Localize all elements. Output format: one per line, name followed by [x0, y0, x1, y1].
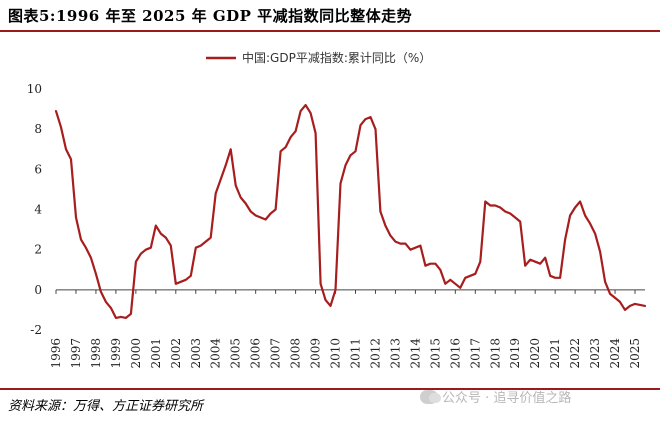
legend-label: 中国:GDP平减指数:累计同比（%）	[242, 50, 431, 65]
x-tick-label: 2002	[169, 338, 183, 369]
source-note: 资料来源：万得、方正证券研究所	[8, 399, 204, 414]
x-tick-label: 2022	[568, 338, 582, 369]
y-axis-ticks: -2 0 2 4 6 8 10	[27, 82, 43, 337]
x-tick-label: 2010	[329, 338, 343, 369]
y-tick-label: 2	[34, 243, 42, 257]
x-tick-label: 2014	[408, 338, 422, 369]
x-tick-label: 2020	[528, 338, 542, 369]
y-tick-label: 4	[34, 203, 42, 217]
x-tick-label: 2015	[428, 338, 442, 369]
x-tick-label: 2016	[448, 338, 462, 369]
x-tick-label: 2004	[209, 338, 223, 369]
x-tick-label: 2007	[269, 338, 283, 369]
series-group	[54, 104, 647, 319]
y-tick-label: -2	[30, 323, 42, 337]
x-tick-label: 1999	[109, 338, 123, 369]
y-tick-label: 6	[34, 162, 42, 176]
series-line	[54, 104, 647, 319]
x-tick-label: 2003	[189, 338, 203, 369]
x-tick-label: 2018	[488, 338, 502, 369]
x-tick-label: 2011	[348, 338, 362, 369]
x-tick-label: 2019	[508, 338, 522, 369]
x-tick-label: 2024	[608, 338, 622, 369]
x-tick-label: 2009	[309, 338, 323, 369]
x-tick-label: 2023	[588, 338, 602, 369]
x-tick-label: 2001	[149, 338, 163, 369]
figure-title: 图表5:1996 年至 2025 年 GDP 平减指数同比整体走势	[8, 7, 413, 25]
watermark: 公众号 · 追寻价值之路	[420, 387, 571, 406]
x-tick-label: 2006	[249, 338, 263, 369]
y-tick-label: 10	[27, 82, 42, 96]
x-tick-label: 2013	[388, 338, 402, 369]
x-tick-label: 2005	[229, 338, 243, 369]
x-tick-label: 2008	[289, 338, 303, 369]
x-tick-label: 1997	[69, 338, 83, 369]
footer-rule	[0, 388, 660, 390]
x-axis: 1996 1997 1998 1999 2000 2001 2002 2003 2004 2005…	[49, 289, 645, 369]
y-tick-label: 0	[34, 283, 42, 297]
x-tick-label: 1996	[49, 338, 63, 369]
x-tick-label: 2017	[468, 338, 482, 369]
wechat-icon	[420, 389, 441, 404]
x-tick-label: 2025	[628, 338, 642, 369]
x-tick-label: 2012	[368, 338, 382, 369]
x-tick-label: 2000	[129, 338, 143, 369]
title-rule	[0, 30, 660, 32]
legend: 中国:GDP平减指数:累计同比（%）	[206, 50, 431, 65]
x-tick-label: 2021	[548, 338, 562, 369]
y-tick-label: 8	[34, 122, 42, 136]
watermark-text: 公众号 · 追寻价值之路	[442, 391, 572, 406]
x-tick-label: 1998	[89, 338, 103, 369]
